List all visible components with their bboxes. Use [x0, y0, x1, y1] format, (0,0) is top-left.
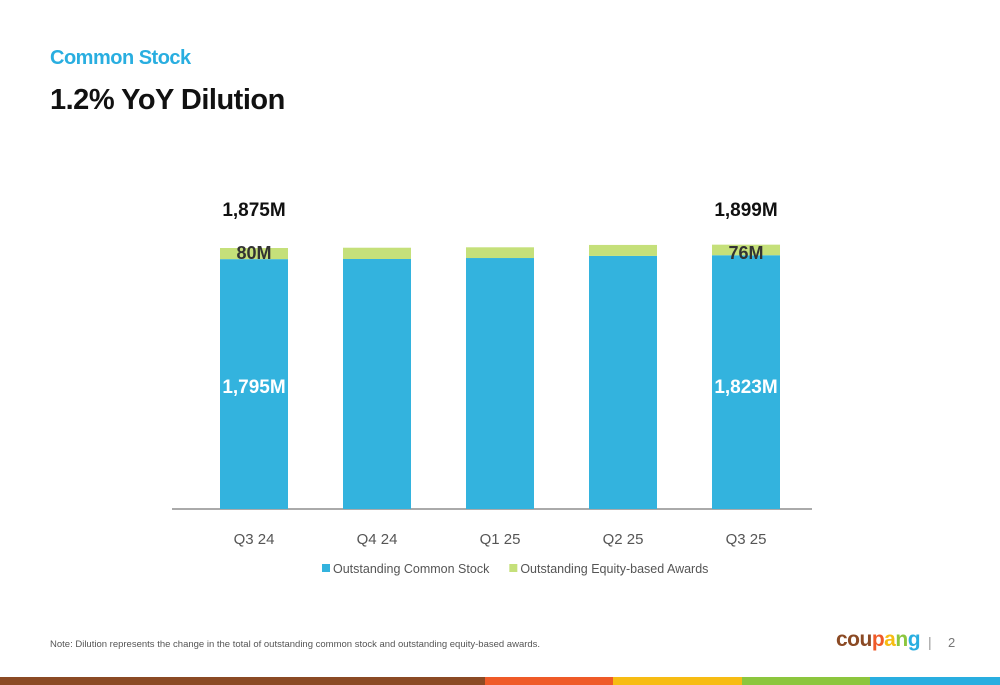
total-label: 1,875M: [222, 200, 285, 221]
stock-label: 1,823M: [714, 377, 777, 398]
total-label: 1,899M: [714, 200, 777, 221]
bar-stock-0: [220, 259, 288, 509]
color-bar: [0, 677, 1000, 685]
legend-swatch: [509, 564, 518, 572]
bar-awards-3: [589, 244, 657, 256]
stacked-bar-chart: Q3 24 1,875M 80M 1,795M Q4 24 Q1 25 Q2 25 Q3 25…: [172, 200, 812, 576]
x-tick-label: Q2 25: [603, 531, 644, 548]
coupang-logo: coupang: [836, 628, 921, 651]
separator: |: [928, 634, 932, 650]
bar-awards-1: [343, 247, 411, 259]
page-number: 2: [948, 635, 956, 650]
bar-awards-0: [220, 248, 288, 260]
bar-awards-4: [712, 244, 780, 256]
bar-awards-2: [466, 247, 534, 259]
x-tick-label: Q1 25: [480, 531, 521, 548]
awards-label: 76M: [728, 243, 763, 263]
x-tick-label: Q4 24: [357, 531, 398, 548]
bar-stock-1: [343, 258, 411, 509]
legend-swatch: [322, 564, 330, 572]
awards-label: 80M: [236, 243, 271, 263]
bar-stock-4: [712, 255, 780, 509]
section-subtitle: Common Stock: [50, 47, 191, 69]
stock-label: 1,795M: [222, 377, 285, 398]
legend-label: Outstanding Common Stock: [333, 562, 490, 576]
bar-stock-3: [589, 255, 657, 509]
page-title: 1.2% YoY Dilution: [50, 84, 285, 116]
x-tick-label: Q3 25: [726, 531, 767, 548]
footnote: Note: Dilution represents the change in …: [50, 639, 541, 650]
bar-stock-2: [466, 258, 534, 509]
x-tick-label: Q3 24: [234, 531, 275, 548]
legend-label: Outstanding Equity-based Awards: [520, 562, 708, 576]
